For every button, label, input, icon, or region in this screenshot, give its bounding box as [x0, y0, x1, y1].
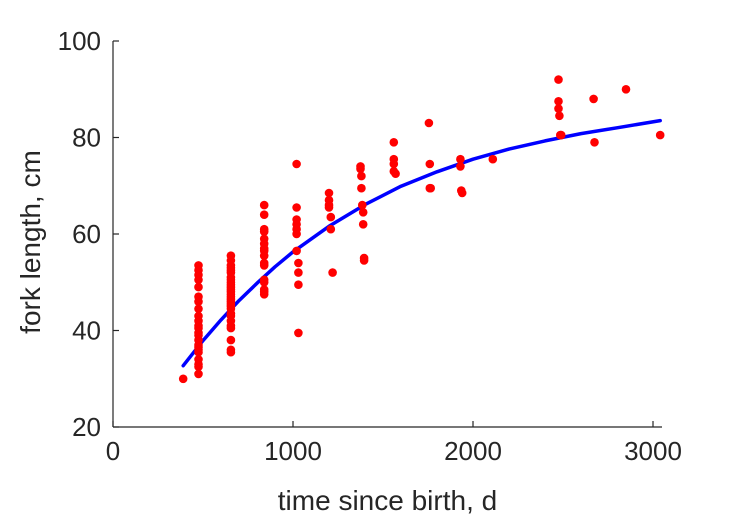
data-point	[389, 159, 399, 169]
data-point	[488, 154, 498, 164]
data-point	[194, 369, 203, 379]
data-point	[194, 362, 203, 372]
data-point	[357, 183, 366, 193]
x-tick-label: 2000	[444, 436, 502, 466]
data-point	[358, 200, 367, 210]
data-point	[556, 130, 566, 140]
data-point	[259, 210, 269, 219]
data-point	[426, 183, 436, 193]
data-point	[391, 169, 400, 178]
x-tick-label: 3000	[624, 436, 682, 466]
data-point	[292, 159, 301, 169]
x-tick-label: 1000	[264, 436, 322, 466]
data-point	[326, 224, 336, 234]
data-point	[456, 162, 465, 171]
data-points-layer	[178, 75, 665, 384]
data-point	[292, 203, 301, 212]
axis-labels-layer: time since birth, d fork length, cm	[15, 150, 497, 516]
data-point	[554, 75, 563, 84]
data-point	[554, 104, 563, 113]
data-point	[292, 229, 301, 239]
data-point	[457, 188, 467, 198]
fit-curve-layer	[181, 118, 662, 368]
y-tick-label: 100	[58, 26, 101, 56]
data-point	[259, 251, 269, 260]
data-point	[456, 154, 465, 164]
data-point	[358, 220, 368, 229]
x-tick-label: 0	[106, 436, 120, 466]
data-point	[324, 188, 334, 198]
y-tick-label: 40	[72, 316, 101, 346]
data-point	[259, 261, 269, 270]
data-point	[194, 347, 203, 357]
data-point	[424, 118, 434, 128]
data-point	[655, 130, 665, 140]
y-axis-label: fork length, cm	[15, 150, 46, 334]
y-tick-label: 60	[72, 219, 101, 249]
data-point	[389, 138, 399, 147]
y-tick-label: 80	[72, 123, 101, 153]
data-point	[356, 164, 365, 174]
data-point	[328, 268, 337, 277]
fit-curve	[181, 118, 662, 368]
data-point	[294, 328, 303, 338]
data-point	[194, 275, 203, 285]
data-point	[357, 171, 366, 181]
data-point	[178, 374, 188, 384]
data-point	[194, 282, 203, 292]
data-point	[425, 159, 435, 169]
y-tick-label: 20	[72, 412, 101, 442]
data-point	[589, 94, 598, 104]
data-point	[294, 258, 303, 268]
data-point	[555, 111, 564, 121]
data-point	[621, 85, 631, 94]
data-point	[326, 212, 336, 222]
data-point	[226, 347, 236, 357]
data-point	[194, 297, 203, 306]
data-point	[259, 290, 269, 299]
data-point	[292, 246, 301, 256]
data-point	[359, 256, 369, 265]
data-point	[324, 203, 334, 212]
data-point	[226, 323, 236, 333]
data-point	[259, 278, 269, 287]
axes: 0 1000 2000 3000 20 40 60 80 100	[58, 26, 682, 466]
data-point	[259, 227, 269, 236]
data-point	[554, 97, 563, 106]
data-point	[590, 138, 599, 147]
x-axis-label: time since birth, d	[278, 485, 497, 516]
data-point	[194, 304, 203, 314]
data-point	[358, 208, 368, 217]
data-point	[259, 200, 269, 210]
data-point	[294, 268, 303, 277]
data-point	[294, 280, 303, 290]
data-point	[226, 335, 236, 345]
